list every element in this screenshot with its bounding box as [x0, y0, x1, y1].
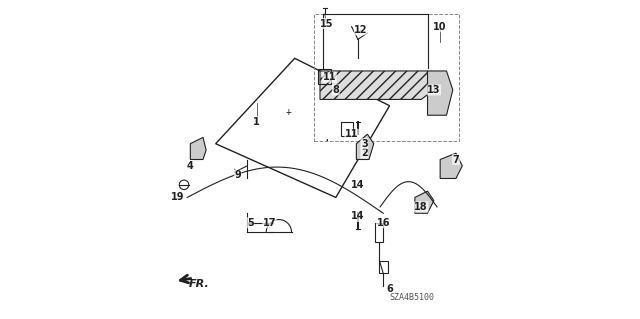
Text: 15: 15 [319, 19, 333, 28]
Text: 12: 12 [355, 25, 368, 35]
Polygon shape [415, 191, 434, 213]
Text: 11: 11 [323, 72, 336, 82]
Text: ·: · [323, 136, 330, 145]
Text: 2: 2 [361, 148, 367, 158]
Text: FR.: FR. [189, 279, 209, 289]
Text: 14: 14 [351, 211, 365, 221]
Polygon shape [190, 137, 206, 160]
Text: 7: 7 [452, 154, 460, 165]
Text: 11: 11 [345, 129, 358, 139]
Text: 3: 3 [361, 139, 367, 149]
Text: 4: 4 [187, 161, 194, 171]
Polygon shape [356, 134, 374, 160]
Text: 8: 8 [332, 85, 339, 95]
Bar [375, 223, 383, 242]
Bar [378, 261, 388, 273]
Polygon shape [428, 71, 453, 115]
Text: 17: 17 [262, 218, 276, 228]
Text: 18: 18 [414, 202, 428, 212]
Bar [340, 122, 353, 136]
Text: 10: 10 [433, 22, 447, 32]
Bar [319, 69, 331, 84]
Text: +: + [285, 107, 291, 117]
Polygon shape [320, 71, 434, 100]
Text: 6: 6 [386, 284, 393, 294]
Text: 5: 5 [247, 218, 254, 228]
Text: 19: 19 [171, 192, 184, 203]
Text: 1: 1 [253, 116, 260, 127]
Text: 14: 14 [351, 180, 365, 190]
Text: SZA4B5100: SZA4B5100 [390, 293, 435, 302]
Text: 16: 16 [376, 218, 390, 228]
Text: 9: 9 [234, 170, 241, 180]
Text: 13: 13 [427, 85, 440, 95]
Polygon shape [440, 153, 462, 178]
